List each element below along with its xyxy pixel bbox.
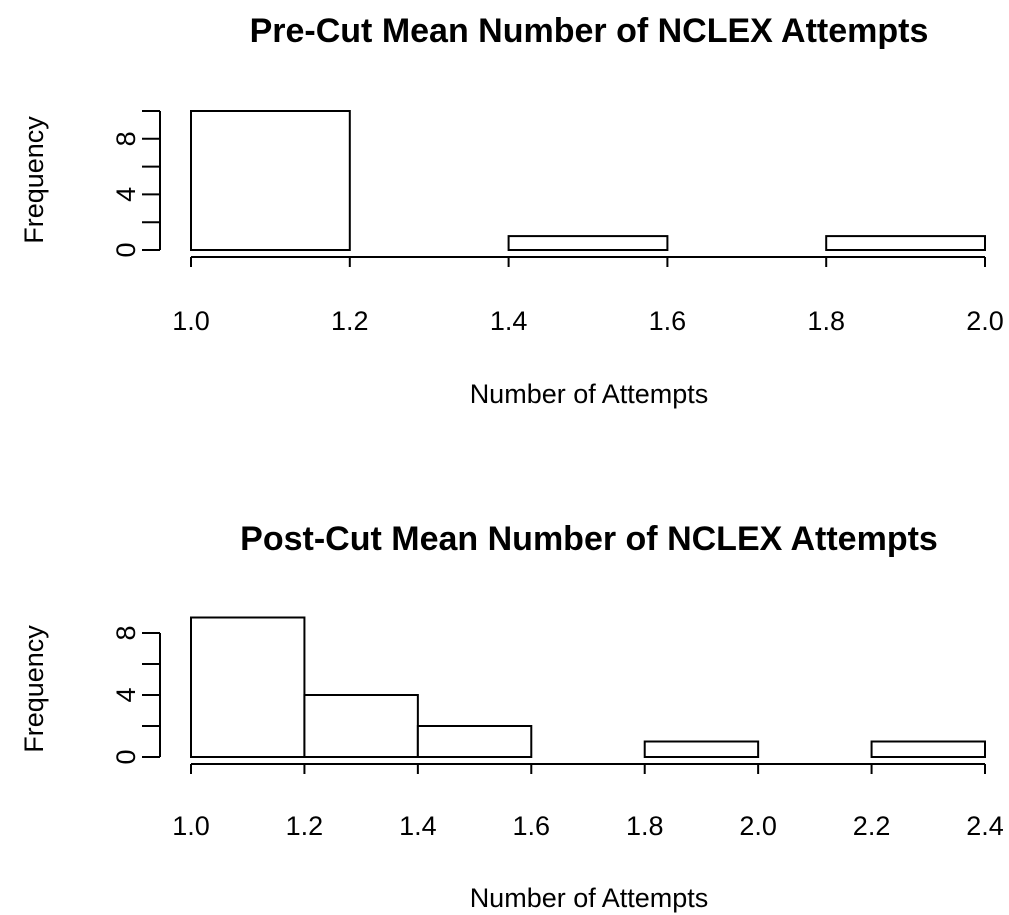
histogram-bar	[190, 616, 306, 758]
x-tick-label: 2.4	[966, 811, 1004, 841]
x-tick-label: 1.2	[331, 306, 369, 336]
x-axis-post-cut: 1.0 1.2 1.4 1.6 1.8 2.0 2.2 2.4	[172, 763, 1004, 841]
histogram-bar	[507, 235, 669, 252]
x-tick-label: 1.6	[649, 306, 687, 336]
x-axis-label-post-cut: Number of Attempts	[470, 883, 709, 913]
chart-title-post-cut: Post-Cut Mean Number of NCLEX Attempts	[240, 520, 938, 558]
histogram-bar	[825, 235, 987, 252]
y-axis-label-post-cut: Frequency	[19, 625, 49, 753]
x-tick-label: 1.0	[172, 811, 210, 841]
x-tick-label: 1.4	[399, 811, 437, 841]
x-tick-label: 1.4	[490, 306, 528, 336]
chart-title-pre-cut: Pre-Cut Mean Number of NCLEX Attempts	[250, 12, 929, 50]
y-tick-label: 4	[111, 687, 141, 702]
histogram-bar	[303, 694, 419, 758]
y-tick-label: 8	[111, 625, 141, 640]
y-tick-label: 0	[111, 749, 141, 764]
x-tick-label: 1.0	[172, 306, 210, 336]
histogram-panel-post-cut: Post-Cut Mean Number of NCLEX Attempts F…	[19, 520, 1004, 913]
y-tick-label: 0	[111, 242, 141, 257]
y-tick-label: 4	[111, 187, 141, 202]
histogram-panel-pre-cut: Pre-Cut Mean Number of NCLEX Attempts Fr…	[19, 12, 1004, 409]
x-tick-label: 1.8	[626, 811, 664, 841]
x-tick-label: 1.2	[286, 811, 324, 841]
x-tick-label: 2.0	[966, 306, 1004, 336]
x-tick-label: 2.2	[853, 811, 891, 841]
x-tick-label: 1.8	[807, 306, 845, 336]
histogram-bar	[190, 110, 351, 251]
histogram-bar	[643, 740, 760, 758]
x-axis-label-pre-cut: Number of Attempts	[470, 379, 709, 409]
histogram-bar	[416, 725, 533, 758]
histogram-bar	[870, 740, 986, 758]
y-tick-label: 8	[111, 131, 141, 146]
x-tick-label: 2.0	[739, 811, 777, 841]
x-tick-label: 1.6	[513, 811, 551, 841]
y-axis-post-cut: 0 4 8	[111, 625, 161, 765]
x-axis-pre-cut: 1.0 1.2 1.4 1.6 1.8 2.0	[172, 256, 1004, 336]
bars-pre-cut	[190, 110, 987, 252]
y-axis-label-pre-cut: Frequency	[19, 116, 49, 244]
bars-post-cut	[190, 616, 986, 758]
y-axis-pre-cut: 0 4 8	[111, 110, 161, 258]
